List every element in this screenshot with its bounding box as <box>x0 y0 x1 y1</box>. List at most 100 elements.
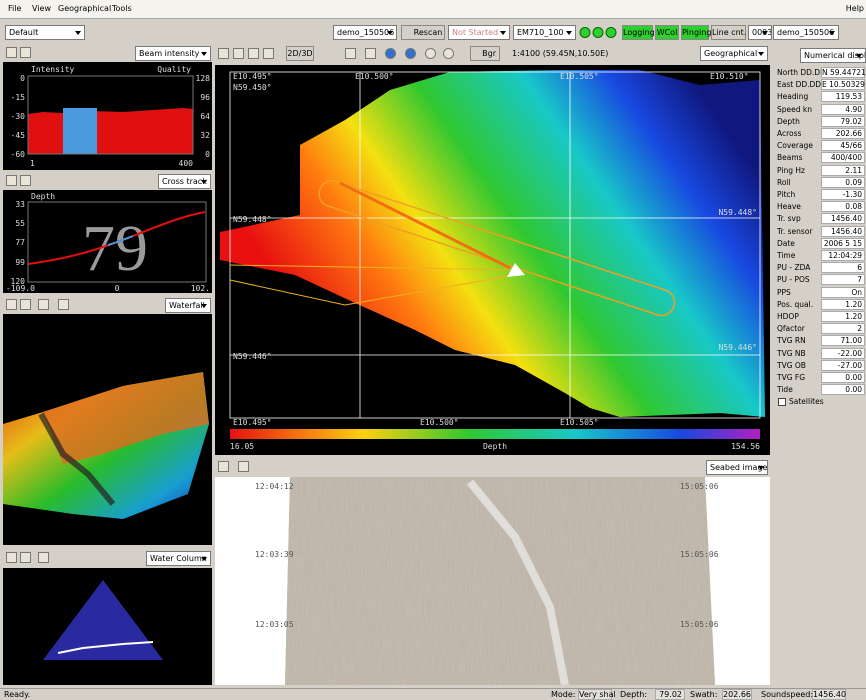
y-tick-label: 120 <box>11 277 26 286</box>
status-label: Mode: <box>551 690 576 699</box>
field-value: 119.53 <box>821 91 865 103</box>
x-tick-label: 0 <box>115 284 120 293</box>
menu-item[interactable]: Tools <box>112 4 132 13</box>
field-label: Time <box>777 251 796 260</box>
tool-icon[interactable] <box>20 299 31 310</box>
field-label: PPS <box>777 287 791 297</box>
water-column-fan <box>43 580 163 660</box>
background-button[interactable]: Bgr <box>470 46 500 61</box>
numerical-dropdown[interactable]: Numerical display <box>800 48 866 63</box>
tool-icon[interactable] <box>20 175 31 186</box>
bathymetry-surface <box>220 70 765 417</box>
menu-item[interactable]: View <box>32 4 51 13</box>
water-column-dropdown[interactable]: Water Column <box>146 551 211 566</box>
field-value: 2006 5 15 <box>821 237 865 249</box>
field-label: Heave <box>777 202 801 212</box>
tool-icon[interactable] <box>405 48 416 59</box>
status-label: Soundspeed: <box>761 690 814 699</box>
field-label: Tide <box>777 385 793 395</box>
y-tick-label: 0 <box>20 74 25 83</box>
y-tick-label: 99 <box>15 258 25 267</box>
tool-icon[interactable] <box>58 299 69 310</box>
status-dropdown[interactable]: Not Started <box>448 25 510 40</box>
time-label: 12:04:12 <box>255 482 294 491</box>
longitude-label: E10.495° <box>233 72 272 81</box>
pinging-button[interactable]: Pinging <box>681 25 711 40</box>
tool-icon[interactable] <box>6 552 17 563</box>
latitude-label: N59.446° <box>233 352 272 361</box>
line-number[interactable]: 0003 <box>748 25 772 40</box>
field-value: 1456.40 <box>821 225 865 237</box>
tool-icon[interactable] <box>248 48 259 59</box>
sounder-dropdown[interactable]: EM710_100 <box>513 25 576 40</box>
field-label: Ping Hz <box>777 165 805 175</box>
field-value: 4.90 <box>821 103 865 115</box>
status-light <box>605 27 617 38</box>
menu-item[interactable]: Geographical <box>58 4 112 13</box>
field-value: 0.00 <box>821 372 865 383</box>
tool-icon[interactable] <box>218 461 229 472</box>
time-label: 15:05:06 <box>680 482 719 491</box>
seabed-dropdown[interactable]: Seabed image <box>706 460 768 475</box>
tool-icon[interactable] <box>233 48 244 59</box>
plot-frame <box>27 75 194 155</box>
tool-icon[interactable] <box>20 47 31 58</box>
water-column-bottom <box>57 641 154 654</box>
field-value: 12:04:29 <box>821 250 865 261</box>
menu-item[interactable]: Help <box>845 4 864 13</box>
menu-item[interactable]: File <box>8 4 22 13</box>
field-label: Coverage <box>777 141 813 151</box>
field-label: Tr. svp <box>777 214 801 224</box>
field-label: Roll <box>777 177 791 187</box>
y-tick-label: -15 <box>11 93 26 102</box>
tool-icon[interactable] <box>385 48 396 59</box>
line-name[interactable]: demo_150506 <box>773 25 839 40</box>
zoom-out-icon[interactable] <box>443 48 454 59</box>
field-value: On <box>821 286 865 298</box>
tool-icon[interactable] <box>6 175 17 186</box>
tool-icon[interactable] <box>345 48 356 59</box>
waterfall-dropdown[interactable]: Waterfall <box>165 298 211 313</box>
tool-icon[interactable] <box>238 461 249 472</box>
field-value: 0.08 <box>821 201 865 213</box>
tool-icon[interactable] <box>263 48 274 59</box>
y-tick-label: 33 <box>15 200 25 209</box>
field-label: HDOP <box>777 312 799 321</box>
zoom-in-icon[interactable] <box>425 48 436 59</box>
line-count-button[interactable]: Line cnt. <box>711 25 746 40</box>
2d3d-button[interactable]: 2D/3D <box>286 46 314 61</box>
tool-icon[interactable] <box>365 48 376 59</box>
tool-icon[interactable] <box>6 299 17 310</box>
field-label: Speed kn <box>777 104 812 114</box>
profile-dropdown[interactable]: Default <box>5 25 85 40</box>
map-mode-dropdown[interactable]: Geographical <box>700 46 768 61</box>
seabed-feature <box>466 479 569 685</box>
tool-icon[interactable] <box>38 552 49 563</box>
latitude-label: N59.448° <box>718 208 757 217</box>
rescan-button[interactable]: Rescan <box>401 25 445 40</box>
wcol-button[interactable]: WCol <box>655 25 679 40</box>
field-value: -27.00 <box>821 359 865 371</box>
longitude-label: E10.500° <box>355 72 394 81</box>
numerical-table: North DD.DD N 59.44721 East DD.DD E 10.5032… <box>773 64 866 414</box>
time-label: 12:03:39 <box>255 550 294 559</box>
field-value: -1.30 <box>821 189 865 200</box>
cross-track-dropdown[interactable]: Cross track <box>158 174 211 189</box>
tool-icon[interactable] <box>218 48 229 59</box>
survey-dropdown[interactable]: demo_150506 <box>333 25 397 40</box>
vessel-symbol <box>507 263 525 277</box>
tool-icon[interactable] <box>6 47 17 58</box>
depth-colorbar <box>230 429 760 439</box>
field-label: Heading <box>777 92 809 102</box>
logging-button[interactable]: Logging <box>622 25 655 40</box>
field-value: 2 <box>821 323 865 335</box>
field-label: TVG OB <box>777 360 806 370</box>
beam-intensity-dropdown[interactable]: Beam intensity <box>135 46 211 61</box>
tool-icon[interactable] <box>20 552 31 563</box>
field-value: 0.00 <box>821 384 865 396</box>
field-value: E 10.50329 <box>821 79 865 91</box>
status-value: 79.02 <box>655 689 685 700</box>
quality-area <box>63 108 97 154</box>
checkbox[interactable] <box>778 398 786 407</box>
tool-icon[interactable] <box>38 299 49 310</box>
